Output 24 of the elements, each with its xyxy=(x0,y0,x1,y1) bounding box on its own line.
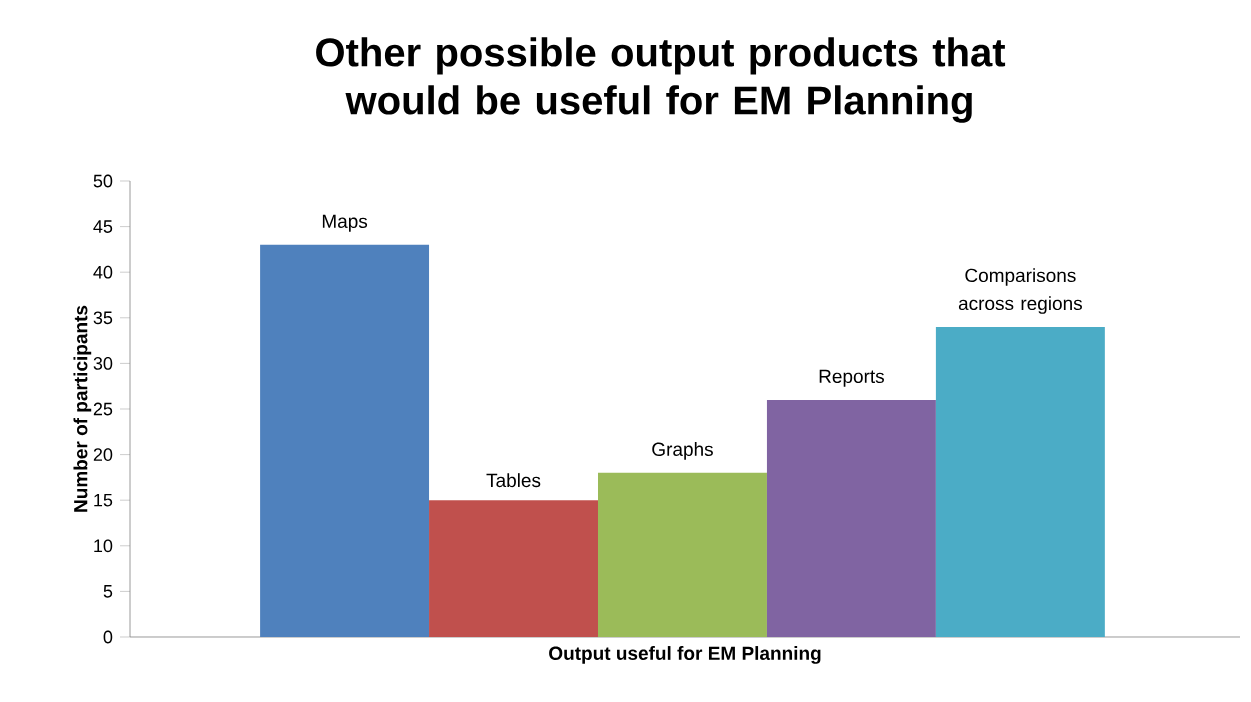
y-tick-label: 20 xyxy=(93,448,113,461)
bar xyxy=(260,244,430,637)
chart-title: Other possible output products that would be useful for EM Planning xyxy=(316,37,1006,123)
bar xyxy=(598,472,767,637)
y-tick-label: 15 xyxy=(94,493,113,507)
y-tick-label: 35 xyxy=(93,311,113,325)
bar xyxy=(766,399,936,637)
y-tick-label: 50 xyxy=(93,174,113,188)
x-tick-label: Graphs xyxy=(652,442,713,460)
y-tick-label: 40 xyxy=(93,265,113,279)
x-tick-label: Maps xyxy=(322,214,368,232)
y-tick-label: 30 xyxy=(93,357,113,370)
bar xyxy=(935,326,1105,637)
y-axis-title: Number of participants xyxy=(73,305,92,512)
y-tick-label: 5 xyxy=(103,585,113,598)
y-tick-label: 0 xyxy=(103,630,113,644)
x-axis-title: Output useful for EM Planning xyxy=(549,646,821,664)
x-tick-label: Reports xyxy=(819,369,884,387)
x-tick-label: Comparisons across regions xyxy=(958,268,1082,314)
y-tick-label: 25 xyxy=(93,402,113,416)
y-tick-label: 10 xyxy=(94,539,113,553)
bar xyxy=(429,500,598,637)
x-tick-label: Tables xyxy=(486,473,541,488)
y-tick-label: 45 xyxy=(93,220,113,233)
